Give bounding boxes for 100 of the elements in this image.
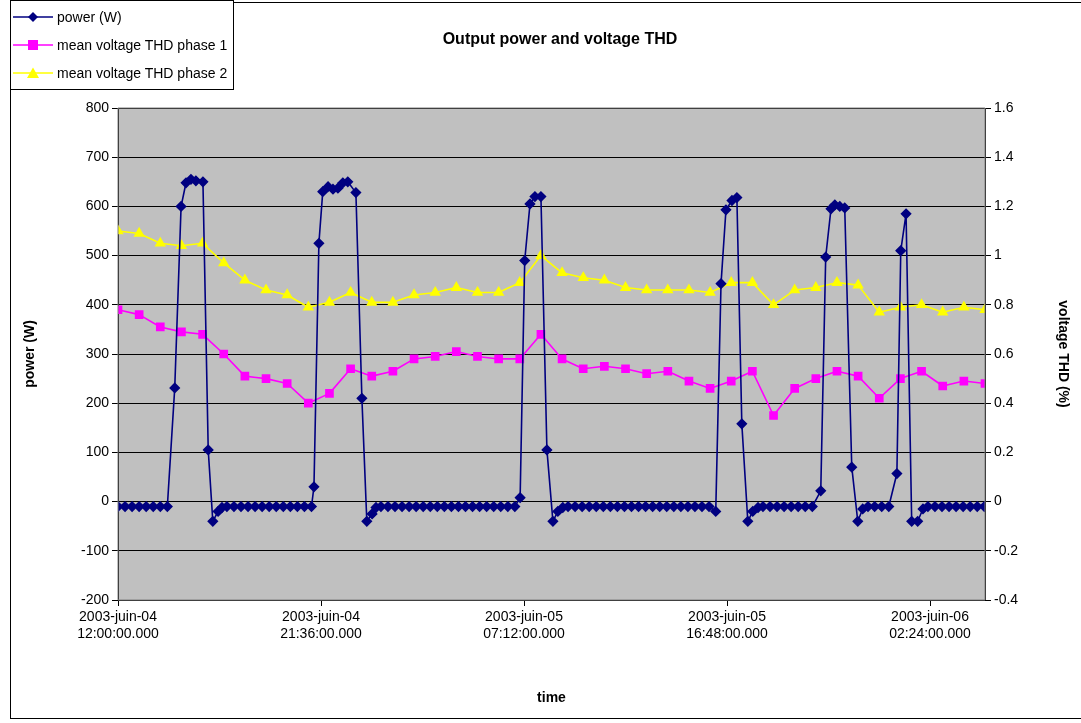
point [768, 299, 779, 309]
y2-tick-label: 0.6 [994, 344, 1014, 361]
y-tick-label: 300 [85, 344, 110, 361]
point [831, 276, 843, 286]
point [324, 296, 335, 306]
point [219, 349, 229, 359]
x-tick-label: 2003-juin-05 07:12:00.000 [483, 608, 566, 642]
point [642, 369, 651, 379]
legend-label: power (W) [57, 9, 122, 25]
point [620, 281, 631, 291]
point [493, 286, 504, 296]
legend-label: mean voltage THD phase 2 [57, 65, 228, 81]
point [325, 389, 334, 398]
point [494, 354, 503, 364]
point [366, 296, 377, 306]
point [134, 227, 145, 237]
point [155, 322, 165, 332]
point [938, 381, 948, 391]
point [408, 289, 420, 299]
point [811, 374, 821, 383]
y-tick-label: 800 [85, 98, 110, 115]
point [769, 411, 778, 420]
x-tick-label: 2003-juin-05 16:48:00.000 [686, 608, 769, 642]
point [790, 384, 800, 393]
point [134, 310, 144, 319]
point [282, 379, 292, 388]
point [937, 306, 948, 316]
point [599, 274, 610, 284]
x-axis-title: time [537, 689, 567, 706]
y2-axis-title: voltage THD (%) [1055, 300, 1072, 408]
y-tick-label: 400 [85, 295, 110, 312]
point [177, 327, 186, 337]
y2-tick-label: -0.2 [994, 541, 1019, 558]
x-tick-label: 2003-juin-04 12:00:00.000 [77, 608, 160, 642]
point [578, 364, 588, 374]
point [832, 366, 842, 376]
point [282, 289, 293, 299]
y-tick-label: 600 [85, 197, 110, 214]
point [451, 281, 462, 291]
point [663, 366, 673, 376]
point [705, 384, 715, 393]
point [662, 284, 673, 294]
point [346, 364, 355, 374]
point [726, 376, 736, 386]
y2-tick-label: 0 [994, 492, 1002, 509]
point [556, 267, 568, 277]
point [387, 296, 399, 306]
point [683, 284, 695, 294]
y2-tick-label: 1 [994, 246, 1002, 263]
point [303, 301, 314, 311]
x-tick-label: 2003-juin-06 02:24:00.000 [889, 608, 972, 642]
point [239, 274, 251, 284]
point [748, 366, 757, 376]
point [621, 364, 630, 374]
point [874, 306, 885, 316]
point [704, 286, 716, 296]
y-tick-label: -100 [80, 541, 110, 558]
y2-tick-label: 0.2 [994, 443, 1014, 460]
point [452, 347, 461, 356]
y-tick-label: -200 [80, 590, 110, 607]
point [388, 366, 398, 376]
chart-title: Output power and voltage THD [441, 30, 679, 48]
y-tick-label: 100 [85, 443, 110, 460]
point [747, 276, 758, 286]
y-tick-label: 200 [85, 394, 110, 411]
point [852, 279, 864, 289]
legend-label: mean voltage THD phase 1 [57, 37, 228, 53]
y2-tick-label: 1.2 [994, 197, 1014, 214]
y2-tick-label: 1.6 [994, 98, 1014, 115]
point [155, 237, 166, 247]
point [916, 299, 927, 309]
point [917, 366, 926, 376]
point [261, 374, 271, 383]
point [303, 398, 313, 408]
point [367, 371, 377, 381]
point [958, 301, 969, 311]
point [726, 276, 737, 286]
point [641, 284, 652, 294]
point [810, 281, 821, 291]
y-tick-label: 500 [85, 246, 110, 263]
y2-tick-label: 0.4 [994, 394, 1014, 411]
point [473, 352, 482, 361]
x-tick-label: 2003-juin-04 21:36:00.000 [280, 608, 363, 642]
point [260, 284, 272, 294]
point [578, 271, 589, 282]
point [514, 276, 525, 286]
y2-tick-label: 1.4 [994, 148, 1014, 165]
point [472, 286, 483, 296]
point [874, 393, 884, 403]
y-tick-label: 700 [85, 148, 110, 165]
point [218, 257, 229, 267]
y-tick-label: 0 [101, 492, 110, 509]
point [600, 361, 609, 371]
point [430, 286, 441, 296]
point [789, 284, 800, 294]
y-axis-title: power (W) [21, 320, 38, 388]
y2-tick-label: 0.8 [994, 295, 1014, 312]
y2-tick-label: -0.4 [994, 590, 1019, 607]
point [430, 352, 440, 361]
point [345, 286, 356, 296]
